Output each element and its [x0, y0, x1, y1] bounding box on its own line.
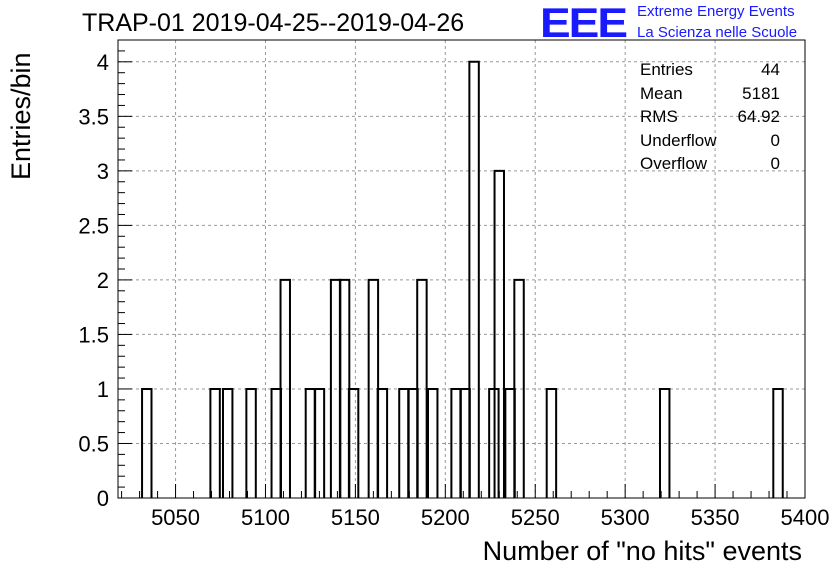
y-tick-label: 4 [97, 50, 109, 75]
x-tick-label: 5400 [781, 505, 830, 530]
stat-value: 5181 [742, 83, 780, 103]
stat-value: 0 [770, 130, 780, 150]
y-tick-label: 2.5 [78, 213, 109, 238]
histogram-bin [659, 387, 671, 498]
stat-label: Entries [640, 60, 693, 79]
histogram-bin [468, 60, 480, 498]
x-tick-label: 5100 [241, 505, 290, 530]
tick-labels: 5050 5100 5150 5200 5250 5300 5350 5400 0 0.5 1 1.5… [78, 50, 829, 530]
y-tick-label: 1.5 [78, 322, 109, 347]
stats-box: Entries 44 Mean 5181 RMS 64.92 Underflow… [640, 58, 780, 176]
histogram-bin [221, 387, 234, 498]
stat-label: Overflow [640, 154, 708, 173]
x-tick-label: 5250 [511, 505, 560, 530]
x-tick-label: 5300 [601, 505, 650, 530]
histogram-bin [313, 387, 326, 498]
stat-label: Underflow [640, 130, 717, 150]
stat-row-rms: RMS 64.92 [640, 105, 780, 129]
logo-line-2: La Scienza nelle Scuole [637, 24, 798, 41]
histogram-bin [416, 278, 428, 498]
histogram-bin [772, 387, 784, 498]
histogram-bin [545, 387, 558, 498]
stat-value: 0 [770, 154, 780, 173]
histogram-bin [245, 387, 257, 498]
y-tick-label: 0.5 [78, 431, 109, 456]
x-tick-label: 5050 [151, 505, 200, 530]
histogram-bin [427, 387, 439, 498]
y-tick-label: 3 [97, 159, 109, 184]
eee-logo: EEE [540, 0, 628, 47]
y-tick-label: 2 [97, 268, 109, 293]
histogram-bin [376, 387, 389, 498]
y-axis-label: Entries/bin [6, 52, 36, 180]
stat-value: 64.92 [737, 107, 780, 126]
logo-line-1: Extreme Energy Events [637, 3, 795, 20]
histogram-bin [493, 169, 505, 498]
y-tick-label: 1 [97, 377, 109, 402]
stat-row-mean: Mean 5181 [640, 82, 780, 106]
histogram-bin [209, 387, 221, 498]
y-tick-label: 3.5 [78, 104, 109, 129]
histogram-series [141, 60, 784, 498]
x-axis-label: Number of "no hits" events [482, 536, 802, 566]
histogram-bin [347, 387, 360, 498]
stat-label: Mean [640, 83, 683, 103]
y-tick-label: 0 [97, 486, 109, 511]
histogram-bin [513, 278, 525, 498]
stat-label: RMS [640, 107, 678, 126]
x-tick-label: 5200 [421, 505, 470, 530]
stat-row-underflow: Underflow 0 [640, 129, 780, 153]
histogram-bin [141, 387, 153, 498]
stat-row-overflow: Overflow 0 [640, 152, 780, 176]
chart-title: TRAP-01 2019-04-25--2019-04-26 [82, 9, 465, 37]
stat-value: 44 [761, 60, 780, 79]
x-tick-label: 5350 [691, 505, 740, 530]
tick-marks [118, 50, 806, 499]
x-tick-label: 5150 [331, 505, 380, 530]
histogram-bin [279, 278, 291, 498]
stat-row-entries: Entries 44 [640, 58, 780, 82]
